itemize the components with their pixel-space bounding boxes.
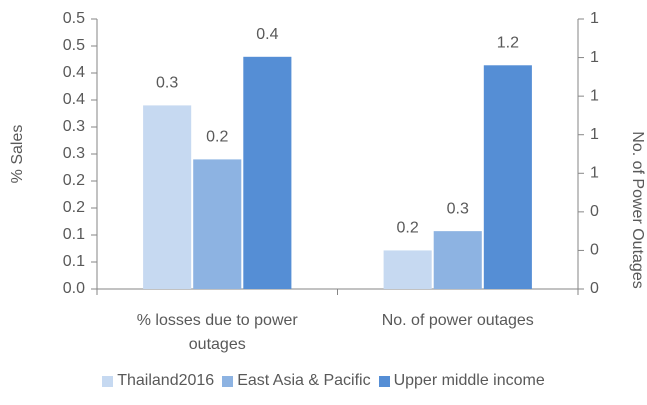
y2-tick-label: 0: [590, 280, 599, 297]
y-tick-label: 0.2: [63, 199, 85, 216]
y-tick-label: 0.4: [63, 91, 85, 108]
y2-tick-label: 1: [590, 126, 599, 143]
legend-item: Thailand2016: [102, 372, 214, 390]
legend-item: East Asia & Pacific: [222, 372, 371, 390]
y-tick-label: 0.3: [63, 145, 85, 162]
legend-swatch: [222, 375, 234, 387]
y-tick-label: 0.5: [63, 37, 85, 54]
y-tick-label: 0.3: [63, 118, 85, 135]
y-tick-label: 0.4: [63, 64, 85, 81]
y2-tick-label: 1: [590, 49, 599, 66]
y-axis-title: % Sales: [9, 125, 26, 184]
y2-axis-title: No. of Power Outages: [629, 131, 646, 288]
legend-swatch: [102, 375, 114, 387]
y-tick-label: 0.0: [63, 280, 85, 297]
legend-label: East Asia & Pacific: [237, 372, 371, 389]
y2-tick-label: 1: [590, 87, 599, 104]
bar: [433, 231, 482, 289]
x-tick-label: No. of power outages: [381, 312, 534, 329]
y2-tick-label: 1: [590, 165, 599, 182]
data-label: 0.3: [156, 75, 178, 92]
y-tick-label: 0.2: [63, 172, 85, 189]
y-tick-label: 0.1: [63, 253, 85, 270]
data-label: 1.2: [497, 35, 519, 52]
legend-label: Upper middle income: [393, 372, 545, 389]
y2-tick-label: 1: [590, 10, 599, 27]
y-tick-label: 0.1: [63, 226, 85, 243]
legend-swatch: [378, 375, 390, 387]
legend: Thailand2016 East Asia & Pacific Upper mid…: [0, 372, 647, 392]
bar: [193, 159, 242, 289]
legend-label: Thailand2016: [117, 372, 215, 389]
data-label: 0.2: [397, 220, 419, 237]
legend-item: Upper middle income: [378, 372, 545, 390]
bar: [483, 65, 532, 290]
data-label: 0.3: [447, 200, 469, 217]
y2-tick-label: 0: [590, 203, 599, 220]
bar: [243, 56, 292, 289]
y-tick-label: 0.5: [63, 10, 85, 27]
data-label: 0.4: [256, 26, 278, 43]
bar: [383, 250, 432, 289]
data-label: 0.2: [206, 129, 228, 146]
x-tick-label: % losses due to power outages: [136, 312, 298, 353]
y2-tick-label: 0: [590, 242, 599, 259]
bar: [143, 105, 192, 290]
